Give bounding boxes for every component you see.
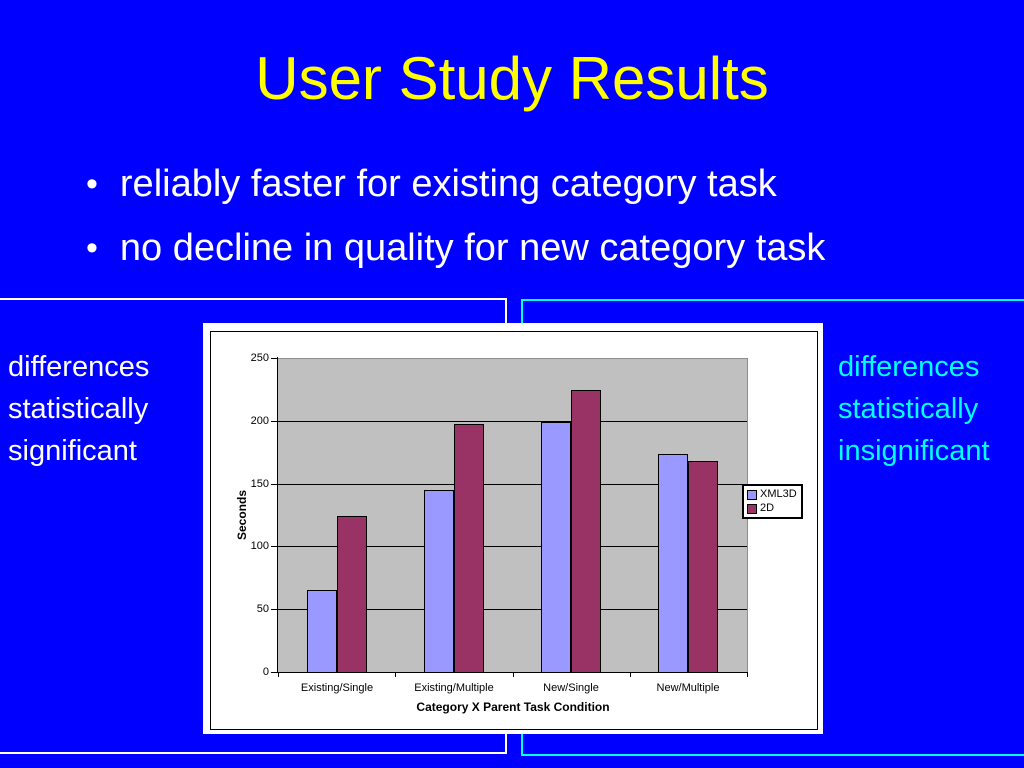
x-tick [630,673,631,677]
legend-label: XML3D [760,488,797,500]
bar-xml3d-existing-single [307,590,337,673]
bullet-item: • reliably faster for existing category … [86,160,825,208]
bar-xml3d-new-single [541,422,571,673]
x-tick-label: Existing/Multiple [414,682,494,694]
y-tick-label: 0 [262,666,269,678]
bullet-icon: • [86,165,98,203]
right-note-line: statistically [838,393,979,425]
bar-xml3d-new-multiple [658,454,688,673]
bar-chart: Seconds Category X Parent Task Condition… [203,323,823,734]
y-tick-label: 100 [250,540,269,552]
y-tick [271,609,277,610]
x-tick [747,673,748,677]
y-axis-line [277,357,278,673]
bullet-text: no decline in quality for new category t… [119,226,826,269]
bar-2d-existing-multiple [454,424,484,673]
gridline-100 [278,546,747,547]
right-note-line: differences [838,351,980,383]
bullet-list: • reliably faster for existing category … [86,160,825,288]
legend-entry-xml3d: XML3D [747,489,797,500]
y-tick [271,484,277,485]
x-tick-label: New/Single [543,682,599,694]
y-tick [271,421,277,422]
y-tick [271,672,277,673]
x-tick [395,673,396,677]
legend-entry-2d: 2D [747,503,797,514]
bar-2d-existing-single [337,516,367,673]
x-axis-title: Category X Parent Task Condition [416,700,610,714]
legend-swatch-icon [747,489,757,500]
x-tick-label: Existing/Single [300,682,374,694]
bar-2d-new-single [571,390,601,673]
left-note: differences statistically significant [8,346,149,472]
x-axis-line [277,672,748,673]
left-note-line: statistically [8,393,149,425]
y-tick-label: 50 [256,603,269,615]
bullet-text: reliably faster for existing category ta… [119,162,777,205]
x-tick [513,673,514,677]
right-note-line: insignificant [838,435,990,467]
gridline-150 [278,484,747,485]
bar-xml3d-existing-multiple [424,490,454,673]
y-tick-label: 250 [250,352,269,364]
left-note-line: differences [8,351,150,383]
legend-swatch-icon [747,503,757,514]
chart-legend: XML3D 2D [742,484,803,519]
y-tick-label: 200 [250,415,269,427]
legend-label: 2D [760,502,775,514]
gridline-200 [278,421,747,422]
y-tick [271,358,277,359]
bar-2d-new-multiple [688,461,718,673]
right-note: differences statistically insignificant [838,346,990,472]
y-axis-title: Seconds [235,490,249,541]
page-title: User Study Results [255,45,769,112]
y-tick-label: 150 [250,478,269,490]
y-tick [271,546,277,547]
left-note-line: significant [8,435,137,467]
chart-plot-area [278,358,748,673]
x-tick [278,673,279,677]
bullet-item: • no decline in quality for new category… [86,224,825,272]
x-tick-label: New/Multiple [656,682,720,694]
gridline-50 [278,609,747,610]
bullet-icon: • [86,229,98,267]
